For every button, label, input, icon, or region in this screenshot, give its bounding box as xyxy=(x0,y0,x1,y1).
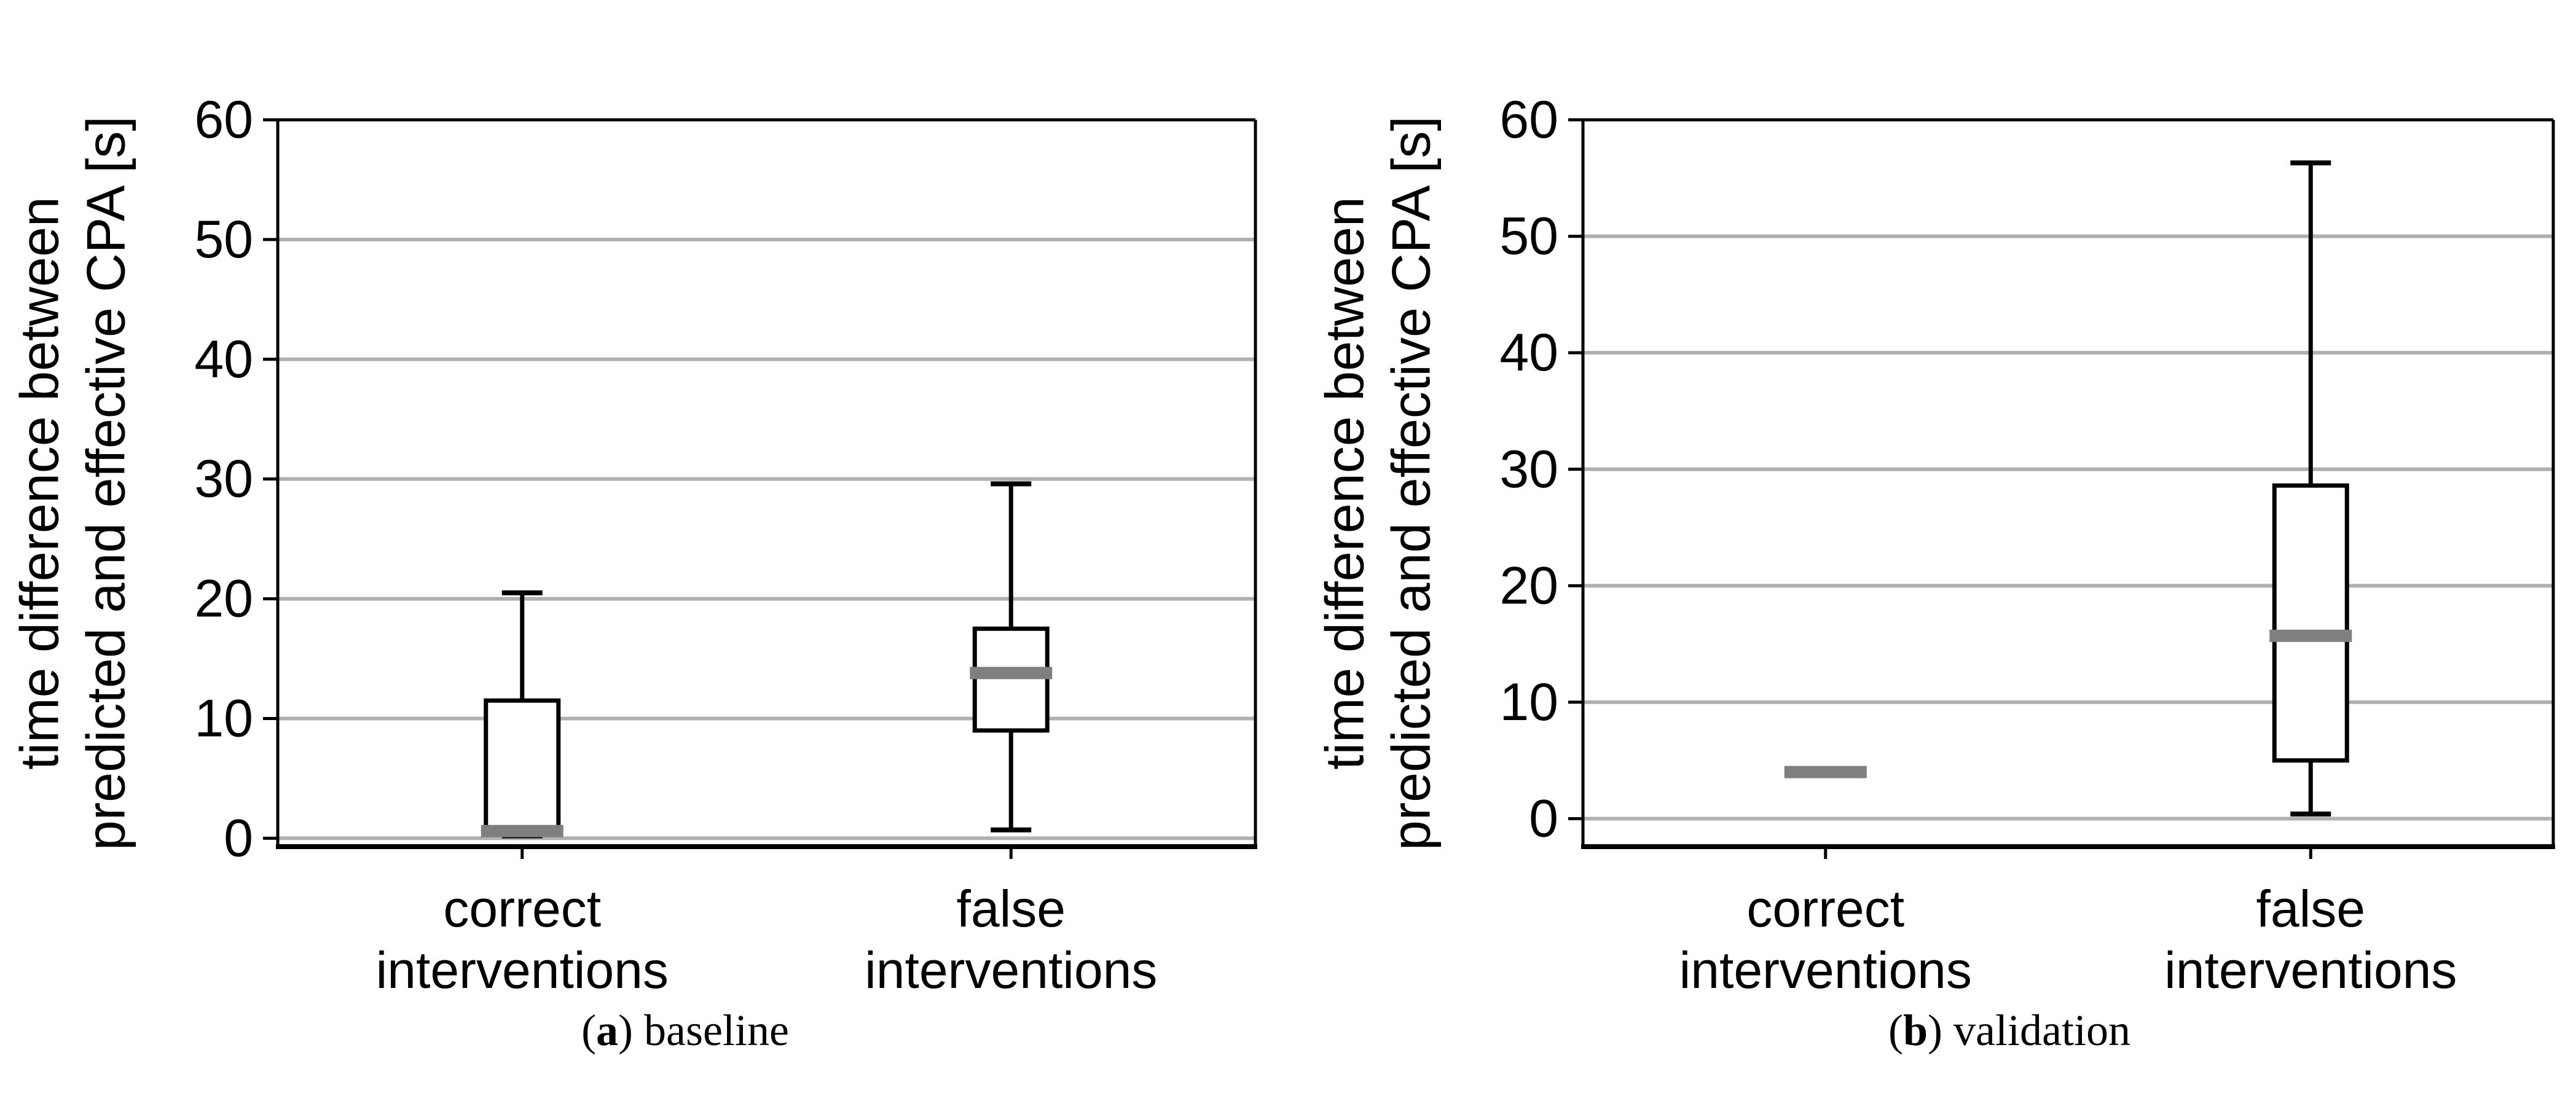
iqr-box xyxy=(484,698,561,837)
y-axis-label-line2: predicted and effective CPA [s] xyxy=(1381,116,1442,850)
median-bar xyxy=(2269,629,2352,642)
y-axis-label-line1: time difference between xyxy=(1314,197,1375,770)
subfigure-caption-b: (b) validation xyxy=(1888,1005,2130,1056)
y-axis-label-line2: predicted and effective CPA [s] xyxy=(76,116,136,850)
ytick-label-60: 60 xyxy=(194,90,253,149)
median-bar xyxy=(1784,766,1867,778)
xtick-label-line1: correct xyxy=(443,880,601,938)
ytick-label-10: 10 xyxy=(194,689,253,748)
median-bar xyxy=(481,825,564,837)
ytick-label-30: 30 xyxy=(194,450,253,509)
ytick-label-60: 60 xyxy=(1499,90,1558,149)
xtick-label-line1: false xyxy=(957,880,1066,938)
caption-index-b: (b) xyxy=(1888,1006,1943,1055)
xtick-label-line1: correct xyxy=(1746,880,1904,938)
ytick-label-50: 50 xyxy=(194,210,253,269)
iqr-box xyxy=(972,626,1050,733)
box-false-interventions xyxy=(2269,160,2352,817)
ytick-label-40: 40 xyxy=(194,330,253,389)
xtick-label-line2: interventions xyxy=(2164,941,2457,999)
xtick-label-line2: interventions xyxy=(376,941,669,999)
iqr-box xyxy=(2272,483,2349,763)
subfigure-caption-a: (a) baseline xyxy=(581,1005,789,1056)
box-false-interventions xyxy=(970,481,1053,832)
xtick-label-line2: interventions xyxy=(865,941,1157,999)
y-axis-label-line1: time difference between xyxy=(9,197,70,770)
caption-index-a: (a) xyxy=(581,1006,634,1055)
ytick-label-40: 40 xyxy=(1499,323,1558,382)
subplot-a: 0102030405060correctinterventionsfalsein… xyxy=(9,90,1257,999)
ytick-label-20: 20 xyxy=(194,570,253,629)
ytick-label-0: 0 xyxy=(1529,789,1558,848)
ytick-label-0: 0 xyxy=(224,809,253,868)
ytick-label-50: 50 xyxy=(1499,207,1558,266)
xtick-label-line1: false xyxy=(2256,880,2365,938)
median-bar xyxy=(970,667,1053,680)
box-correct-interventions xyxy=(1784,766,1867,778)
box-correct-interventions xyxy=(481,590,564,839)
caption-label-a: baseline xyxy=(644,1006,789,1055)
ytick-label-30: 30 xyxy=(1499,440,1558,499)
xtick-label-line2: interventions xyxy=(1679,941,1972,999)
subplot-b: 0102030405060correctinterventionsfalsein… xyxy=(1314,90,2555,999)
ytick-label-20: 20 xyxy=(1499,556,1558,615)
caption-label-b: validation xyxy=(1954,1006,2130,1055)
ytick-label-10: 10 xyxy=(1499,673,1558,732)
